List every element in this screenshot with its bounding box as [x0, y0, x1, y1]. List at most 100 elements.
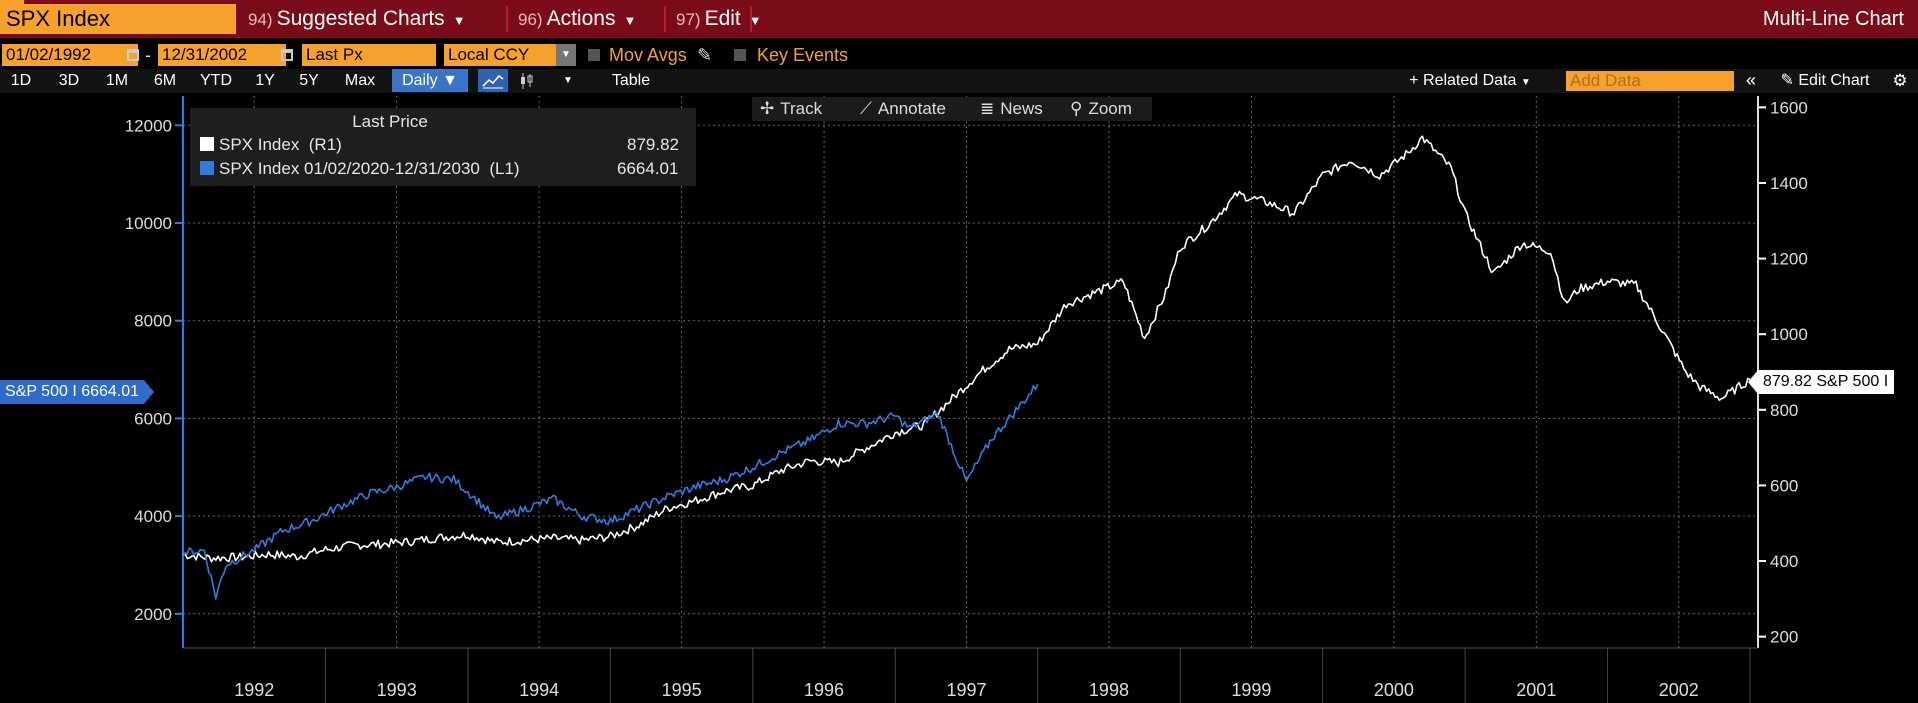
- calendar-icon[interactable]: [127, 49, 139, 61]
- ticker-field[interactable]: SPX Index: [0, 4, 236, 34]
- x-tick-label: 2001: [1516, 680, 1556, 700]
- series-line-spx-r1: [182, 135, 1751, 563]
- legend-value: 879.82: [627, 135, 679, 154]
- menu-divider: [664, 6, 666, 32]
- menu-number: 97): [676, 10, 701, 29]
- candlestick-icon[interactable]: [514, 69, 540, 92]
- table-button[interactable]: Table: [611, 72, 651, 89]
- calendar-icon[interactable]: [281, 49, 293, 61]
- menu-actions[interactable]: 96) Actions ▼: [518, 5, 636, 33]
- x-tick-label: 2002: [1659, 680, 1699, 700]
- legend-label: SPX Index 01/02/2020-12/31/2030 (L1): [219, 159, 520, 178]
- related-data-dropdown[interactable]: + Related Data ▼: [1400, 69, 1540, 92]
- legend-row-blue: SPX Index 01/02/2020-12/31/2030 (L1): [200, 159, 520, 179]
- legend-panel: Last Price SPX Index (R1) 879.82 SPX Ind…: [190, 108, 696, 186]
- end-date-field[interactable]: 12/31/2002: [158, 44, 286, 66]
- x-tick-label: 1998: [1089, 680, 1129, 700]
- gear-icon[interactable]: ⚙: [1892, 71, 1908, 90]
- menu-label: Edit: [704, 7, 741, 30]
- x-tick-label: 1999: [1231, 680, 1271, 700]
- left-tick-label: 6000: [134, 409, 172, 428]
- zoom-label: Zoom: [1088, 99, 1132, 118]
- magnifier-icon: ⚲: [1070, 99, 1083, 118]
- left-tick-label: 10000: [125, 214, 172, 233]
- range-6m-button[interactable]: 6M: [153, 72, 177, 89]
- pencil-icon: ✎: [1780, 72, 1794, 89]
- mov-avgs-checkbox[interactable]: [588, 49, 600, 61]
- range-3d-button[interactable]: 3D: [58, 72, 80, 89]
- menu-divider: [506, 6, 508, 32]
- x-tick-label: 1995: [662, 680, 702, 700]
- x-tick-label: 1996: [804, 680, 844, 700]
- range-5y-button[interactable]: 5Y: [299, 72, 319, 89]
- frequency-dropdown[interactable]: Daily ▼: [392, 69, 468, 92]
- menu-suggested-charts[interactable]: 94) Suggested Charts ▼: [248, 5, 466, 33]
- pencil-icon[interactable]: ✎: [697, 45, 713, 65]
- edit-chart-button[interactable]: ✎ Edit Chart: [1768, 69, 1882, 92]
- legend-row-white: SPX Index (R1): [200, 135, 342, 155]
- range-ytd-button[interactable]: YTD: [200, 72, 232, 89]
- last-value-label-right: 879.82 S&P 500 I: [1747, 370, 1895, 394]
- legend-title: Last Price: [352, 112, 428, 131]
- range-1d-button[interactable]: 1D: [10, 72, 32, 89]
- header-bar: SPX Index 94) Suggested Charts ▼ 96) Action…: [0, 0, 1918, 38]
- menu-divider: [750, 6, 752, 32]
- menu-number: 94): [248, 10, 273, 29]
- left-tick-label: 8000: [134, 312, 172, 331]
- annotate-icon: ⟋: [860, 99, 872, 118]
- x-tick-label: 1997: [946, 680, 986, 700]
- zoom-button[interactable]: ⚲ Zoom: [1062, 97, 1152, 121]
- collapse-icon[interactable]: «: [1745, 70, 1756, 90]
- range-1y-button[interactable]: 1Y: [255, 72, 275, 89]
- related-data-label: + Related Data: [1409, 72, 1517, 89]
- view-title: Multi-Line Chart: [1762, 8, 1904, 30]
- currency-selector[interactable]: Local CCY: [444, 44, 574, 66]
- menu-label: Actions: [546, 7, 616, 30]
- chart-series: [182, 135, 1751, 600]
- right-tick-label: 1400: [1770, 174, 1808, 193]
- legend-swatch: [200, 137, 214, 151]
- chevron-down-icon: ▼: [442, 72, 458, 89]
- menu-edit[interactable]: 97) Edit ▼: [676, 5, 762, 33]
- line-chart-icon[interactable]: [478, 69, 508, 92]
- price-chart[interactable]: 1992 1993 1994 1995 1996 1997 1998 1999 2000 2001…: [0, 94, 1918, 703]
- x-tick-label: 1992: [234, 680, 274, 700]
- crosshair-icon: ✢: [760, 99, 775, 118]
- news-label: News: [1000, 99, 1043, 118]
- legend-label: SPX Index (R1): [219, 135, 342, 154]
- field-selector[interactable]: Last Px: [302, 44, 436, 66]
- x-tick-label: 2000: [1374, 680, 1414, 700]
- left-tick-label: 4000: [134, 507, 172, 526]
- edit-chart-label: Edit Chart: [1798, 72, 1870, 89]
- chevron-down-icon: ▼: [1520, 77, 1531, 88]
- frequency-label: Daily: [402, 72, 438, 89]
- toolbar-row: 1D 3D 1M 6M YTD 1Y 5Y Max Daily ▼ ▼ Tabl…: [0, 69, 1918, 93]
- left-tick-label: 2000: [134, 605, 172, 624]
- right-tick-label: 200: [1770, 628, 1798, 647]
- start-date-field[interactable]: 01/02/1992: [2, 44, 138, 66]
- track-label: Track: [780, 99, 823, 118]
- add-data-input[interactable]: Add Data: [1566, 71, 1734, 91]
- track-button[interactable]: ✢ Track: [752, 97, 856, 121]
- key-events-label[interactable]: Key Events: [757, 45, 849, 65]
- key-events-checkbox[interactable]: [734, 49, 746, 61]
- mov-avgs-label[interactable]: Mov Avgs: [609, 45, 687, 65]
- chevron-down-icon: ▼: [623, 13, 637, 28]
- right-tick-label: 400: [1770, 552, 1798, 571]
- annotate-label: Annotate: [877, 99, 946, 118]
- right-tick-label: 800: [1770, 401, 1798, 420]
- annotate-button[interactable]: ⟋ Annotate: [856, 97, 966, 121]
- range-max-button[interactable]: Max: [344, 72, 376, 89]
- last-value-label-left: S&P 500 I 6664.01: [0, 380, 155, 404]
- settings-row: 01/02/1992 - 12/31/2002 Last Px Local CC…: [0, 44, 1918, 68]
- date-range-dash: -: [145, 45, 151, 65]
- chevron-down-icon[interactable]: ▼: [556, 44, 576, 66]
- right-tick-label: 1600: [1770, 98, 1808, 117]
- news-button[interactable]: ≣ News: [966, 97, 1062, 121]
- x-tick-label: 1993: [377, 680, 417, 700]
- chevron-down-icon[interactable]: ▼: [563, 75, 573, 86]
- news-icon: ≣: [980, 99, 995, 118]
- chevron-down-icon: ▼: [452, 13, 466, 28]
- range-1m-button[interactable]: 1M: [105, 72, 129, 89]
- chart-axes: 1992 1993 1994 1995 1996 1997 1998 1999 2000 2001…: [125, 96, 1808, 703]
